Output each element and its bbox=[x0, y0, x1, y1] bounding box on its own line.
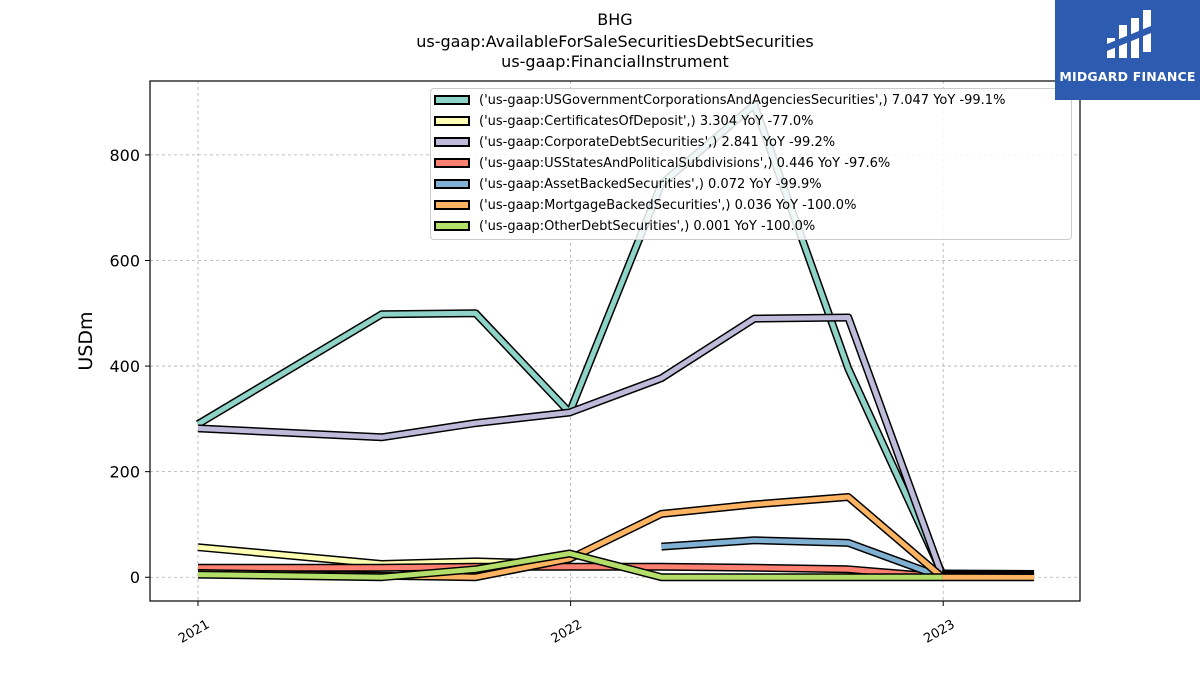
series-path bbox=[942, 569, 1035, 575]
legend-swatch bbox=[434, 158, 470, 168]
y-tick-label: 0 bbox=[130, 568, 140, 587]
brand-logo: MIDGARD FINANCE bbox=[1055, 0, 1200, 100]
legend-item: ('us-gaap:USGovernmentCorporationsAndAge… bbox=[433, 90, 1005, 110]
series-line bbox=[942, 569, 1035, 575]
legend-label: ('us-gaap:AssetBackedSecurities',) 0.072… bbox=[479, 176, 822, 192]
x-tick-label: 2021 bbox=[176, 617, 212, 647]
legend-swatch bbox=[434, 95, 470, 105]
legend-item: ('us-gaap:USStatesAndPoliticalSubdivisio… bbox=[433, 153, 890, 173]
legend-label: ('us-gaap:CertificatesOfDeposit',) 3.304… bbox=[479, 113, 814, 129]
plot-frame bbox=[149, 80, 1081, 602]
legend-swatch bbox=[434, 221, 470, 231]
legend-label: ('us-gaap:CorporateDebtSecurities',) 2.8… bbox=[479, 134, 836, 150]
legend-item: ('us-gaap:OtherDebtSecurities',) 0.001 Y… bbox=[433, 216, 815, 236]
legend-label: ('us-gaap:USGovernmentCorporationsAndAge… bbox=[479, 92, 1006, 108]
logo-icon bbox=[1107, 10, 1151, 58]
logo-text: MIDGARD FINANCE bbox=[1059, 69, 1196, 84]
series-line bbox=[195, 100, 946, 576]
legend-swatch bbox=[434, 200, 470, 210]
y-tick-label: 400 bbox=[109, 357, 140, 376]
legend-swatch bbox=[434, 179, 470, 189]
x-tick-label: 2023 bbox=[921, 617, 957, 647]
legend-label: ('us-gaap:OtherDebtSecurities',) 0.001 Y… bbox=[479, 218, 816, 234]
y-tick-label: 600 bbox=[109, 251, 140, 270]
y-tick-label: 200 bbox=[109, 463, 140, 482]
series-line bbox=[661, 536, 944, 581]
legend-label: ('us-gaap:MortgageBackedSecurities',) 0.… bbox=[479, 197, 857, 213]
chart-title: BHG bbox=[597, 10, 633, 29]
series-lines bbox=[195, 100, 1035, 582]
legend-swatch bbox=[434, 137, 470, 147]
x-tick-label: 2022 bbox=[549, 617, 585, 647]
series-path bbox=[197, 315, 945, 577]
y-tick-label: 800 bbox=[109, 146, 140, 165]
y-axis-label: USDm bbox=[75, 311, 97, 370]
series-path bbox=[197, 551, 943, 580]
series-path bbox=[196, 102, 945, 575]
chart-subtitle: us-gaap:AvailableForSaleSecuritiesDebtSe… bbox=[416, 32, 814, 51]
legend-item: ('us-gaap:MortgageBackedSecurities',) 0.… bbox=[433, 195, 856, 215]
legend-label: ('us-gaap:USStatesAndPoliticalSubdivisio… bbox=[479, 155, 891, 171]
series-path bbox=[661, 537, 944, 580]
legend-item: ('us-gaap:CorporateDebtSecurities',) 2.8… bbox=[433, 132, 835, 152]
chart-subtitle-2: us-gaap:FinancialInstrument bbox=[501, 52, 729, 71]
chart-legend: ('us-gaap:USGovernmentCorporationsAndAge… bbox=[430, 88, 1072, 240]
legend-item: ('us-gaap:CertificatesOfDeposit',) 3.304… bbox=[433, 111, 813, 131]
series-line bbox=[197, 313, 946, 578]
legend-swatch bbox=[434, 116, 470, 126]
legend-item: ('us-gaap:AssetBackedSecurities',) 0.072… bbox=[433, 174, 822, 194]
series-line bbox=[197, 549, 943, 582]
